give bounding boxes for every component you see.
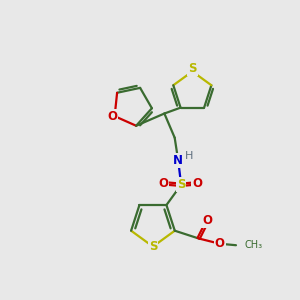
Text: S: S bbox=[177, 178, 185, 191]
Text: CH₃: CH₃ bbox=[244, 240, 262, 250]
Text: O: O bbox=[215, 237, 225, 250]
Text: O: O bbox=[107, 110, 117, 123]
Text: O: O bbox=[158, 177, 169, 190]
Text: O: O bbox=[202, 214, 212, 227]
Text: N: N bbox=[173, 154, 183, 167]
Text: H: H bbox=[185, 151, 194, 161]
Text: S: S bbox=[149, 240, 157, 253]
Text: S: S bbox=[188, 62, 196, 75]
Text: O: O bbox=[192, 177, 202, 190]
